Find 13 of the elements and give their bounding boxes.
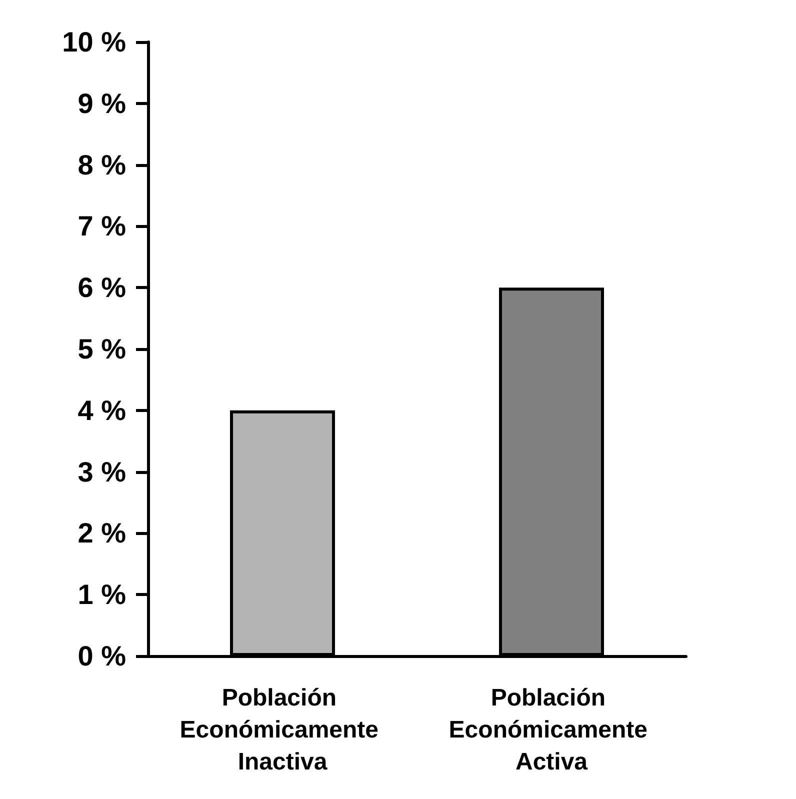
x-tick-label: Población Económicamente Activa: [448, 684, 654, 776]
y-tick-label: 4 %: [78, 394, 126, 426]
x-tick-label: Población Económicamente Inactiva: [180, 684, 386, 776]
y-tick-label: 10 %: [62, 26, 126, 58]
y-tick-label: 2 %: [78, 518, 126, 549]
y-tick-label: 3 %: [78, 456, 126, 488]
y-tick-label: 9 %: [78, 88, 126, 119]
y-tick-label: 8 %: [78, 149, 126, 180]
y-tick-label: 7 %: [78, 210, 126, 242]
y-tick-label: 6 %: [78, 272, 126, 304]
y-tick-label: 5 %: [78, 334, 126, 364]
y-tick-label: 0 %: [78, 640, 126, 672]
y-tick-label: 1 %: [78, 579, 126, 610]
